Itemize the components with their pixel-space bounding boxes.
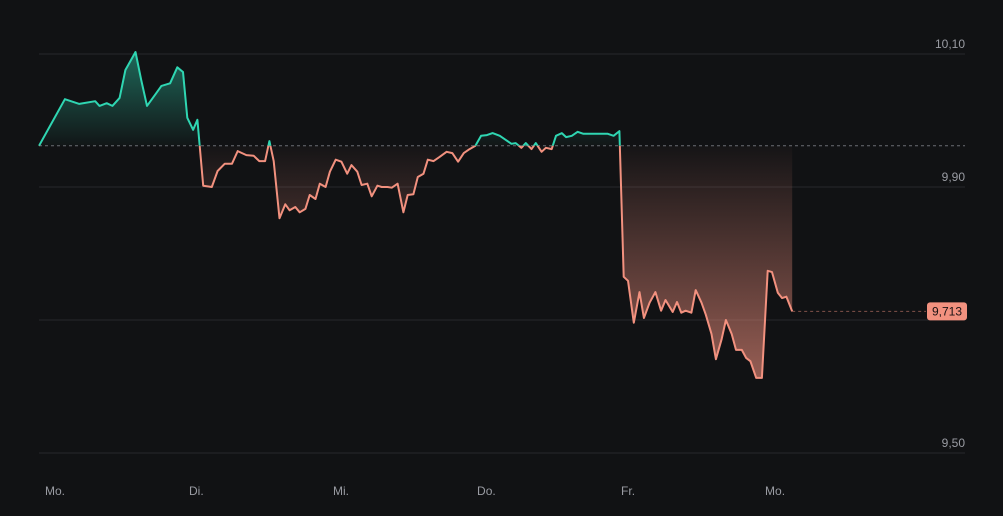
area-up [39, 52, 793, 146]
price-badge-label: 9,713 [932, 305, 962, 319]
x-tick-label: Mo. [765, 484, 785, 498]
y-tick-label: 10,10 [935, 37, 965, 51]
y-tick-label: 9,50 [942, 436, 966, 450]
x-tick-label: Di. [189, 484, 204, 498]
line-down [38, 145, 794, 379]
price-badge [927, 302, 967, 321]
x-tick-label: Mi. [333, 484, 349, 498]
x-tick-label: Fr. [621, 484, 635, 498]
y-tick-label: 9,90 [942, 170, 966, 184]
x-tick-label: Mo. [45, 484, 65, 498]
x-tick-label: Do. [477, 484, 496, 498]
